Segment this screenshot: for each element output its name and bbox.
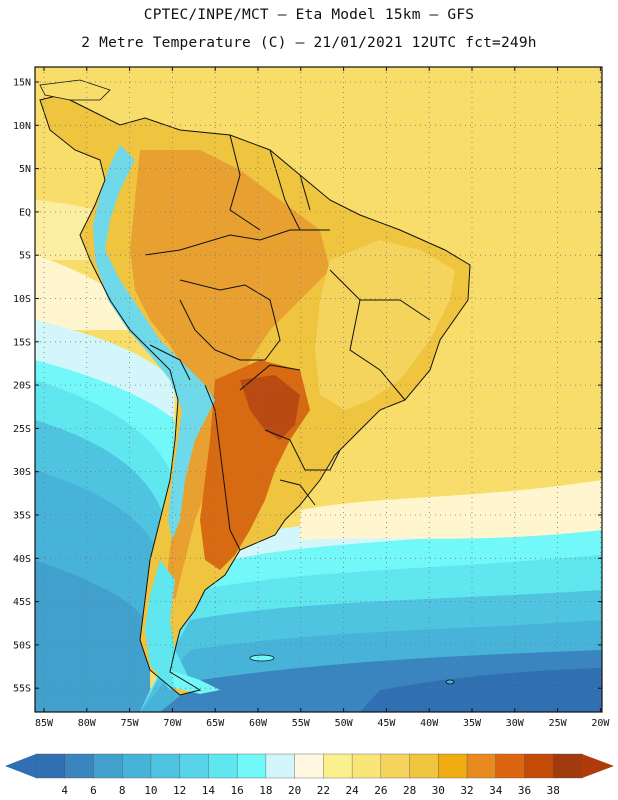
colorbar-label: 18 <box>259 784 272 797</box>
colorbar-cell <box>351 753 382 779</box>
lat-label-5s: 5S <box>19 251 31 262</box>
colorbar-label: 6 <box>90 784 97 797</box>
lat-label-50s: 50S <box>13 640 31 651</box>
colorbar-label: 28 <box>403 784 416 797</box>
atlantic-mild <box>300 480 602 540</box>
lon-label-65w: 65W <box>206 718 225 729</box>
country-borders <box>39 94 471 696</box>
axis-ticks <box>35 67 602 712</box>
tierra-del-fuego <box>170 670 220 694</box>
colorbar-label: 36 <box>518 784 531 797</box>
colorbar-cell <box>524 753 554 779</box>
colorbar-high-arrow <box>582 754 614 778</box>
falkland-islands <box>249 654 275 662</box>
lat-label-30s: 30S <box>13 467 31 478</box>
colorbar-label: 4 <box>61 784 68 797</box>
pacific-cold5 <box>35 560 150 712</box>
lat-label-15n: 15N <box>13 78 31 89</box>
lon-label-25w: 25W <box>549 718 568 729</box>
colorbar-cell <box>466 753 497 779</box>
lon-label-40w: 40W <box>420 718 439 729</box>
map-title: CPTEC/INPE/MCT – Eta Model 15km – GFS <box>143 7 475 23</box>
lat-label-35s: 35S <box>13 511 31 522</box>
lat-label-5n: 5N <box>19 164 31 175</box>
colorbar-label: 34 <box>489 784 503 797</box>
map-subtitle: 2 Metre Temperature (C) – 21/01/2021 12U… <box>81 35 537 51</box>
lon-label-20w: 20W <box>591 718 610 729</box>
lon-label-55w: 55W <box>292 718 311 729</box>
lon-label-60w: 60W <box>249 718 268 729</box>
lon-label-75w: 75W <box>121 718 140 729</box>
colorbar-label: 24 <box>345 784 359 797</box>
colorbar-cell <box>35 753 66 779</box>
lon-label-45w: 45W <box>377 718 396 729</box>
colorbar-label: 30 <box>432 784 445 797</box>
lat-label-15s: 15S <box>13 337 31 348</box>
latitude-labels: 15N 10N 5N EQ 5S 10S 15S 20S 25S 30S 35S 40S 45S 50S 5… <box>13 78 31 695</box>
colorbar-cell <box>236 753 267 779</box>
colorbar-label: 14 <box>202 784 216 797</box>
colorbar-cell <box>64 753 95 779</box>
lon-label-85w: 85W <box>35 718 54 729</box>
colorbar-label: 8 <box>119 784 126 797</box>
colorbar-cell <box>265 753 296 779</box>
colorbar-label: 16 <box>231 784 244 797</box>
colorbar-cell <box>93 753 123 779</box>
colorbar-label: 32 <box>460 784 473 797</box>
colorbar-cell <box>438 753 468 779</box>
map-frame <box>34 66 603 713</box>
colorbar-label: 12 <box>173 784 186 797</box>
atlantic-coldest <box>360 668 602 712</box>
colorbar-label: 26 <box>374 784 387 797</box>
colorbar-cell <box>553 753 583 779</box>
central-america-coast <box>39 79 111 101</box>
lat-label-20s: 20S <box>13 381 31 392</box>
south-georgia <box>445 679 455 685</box>
colorbar-label: 38 <box>547 784 560 797</box>
lat-label-10n: 10N <box>13 121 31 132</box>
colorbar-cell <box>150 753 181 779</box>
lat-label-eq: EQ <box>19 207 31 218</box>
colorbar-cell <box>323 753 353 779</box>
andes-cold-strip <box>93 145 215 540</box>
patagonia-cold <box>145 560 190 690</box>
colorbar-cell <box>495 753 526 779</box>
colorbar-cell <box>294 753 324 779</box>
colorbar-cell <box>179 753 210 779</box>
colorbar-cell <box>122 753 152 779</box>
longitude-labels: 85W 80W 75W 70W 65W 60W 55W 50W 45W 40W 35W 30W 25W 2… <box>35 718 610 729</box>
colorbar-cell <box>409 753 439 779</box>
colorbar-cell <box>208 753 238 779</box>
lon-label-50w: 50W <box>335 718 354 729</box>
lat-label-25s: 25S <box>13 424 31 435</box>
lon-label-70w: 70W <box>163 718 182 729</box>
colorbar-cell <box>380 753 411 779</box>
lon-label-35w: 35W <box>463 718 482 729</box>
lon-label-80w: 80W <box>78 718 97 729</box>
lon-label-30w: 30W <box>506 718 525 729</box>
colorbar-label: 20 <box>288 784 301 797</box>
lat-label-10s: 10S <box>13 294 31 305</box>
colorbar-label: 10 <box>144 784 157 797</box>
map-field <box>35 67 602 712</box>
lat-label-45s: 45S <box>13 597 31 608</box>
colorbar-low-arrow <box>5 754 36 778</box>
lat-label-55s: 55S <box>13 684 31 695</box>
lat-label-40s: 40S <box>13 554 31 565</box>
land-hottest <box>240 375 300 440</box>
land-brazil-plateau <box>315 240 455 410</box>
colorbar-label: 22 <box>317 784 330 797</box>
